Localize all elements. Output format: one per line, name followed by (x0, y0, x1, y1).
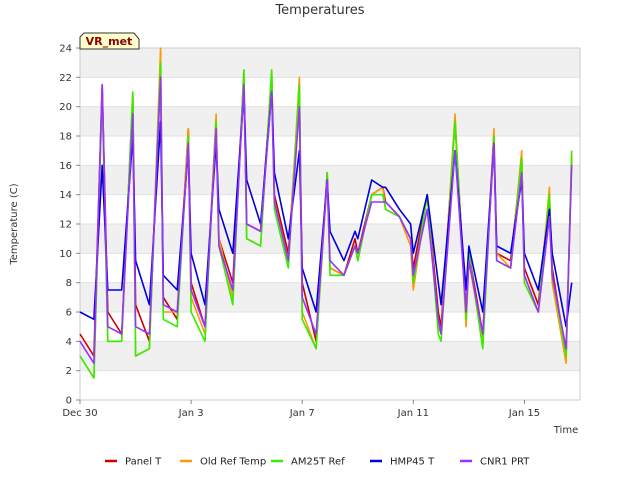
y-tick-label: 12 (59, 220, 72, 231)
x-axis-ticks: Dec 30 Jan 3 Jan 7 Jan 11 Jan 15 (62, 400, 540, 419)
y-tick-label: 6 (66, 308, 72, 319)
y-tick-label: 22 (59, 73, 72, 84)
legend: Panel T Old Ref Temp AM25T Ref HMP45 T CNR1 … (105, 457, 530, 468)
y-tick-label: 0 (66, 396, 72, 407)
badge-label: VR_met (86, 35, 133, 48)
x-axis-label: Time (553, 425, 578, 436)
y-tick-label: 4 (66, 337, 72, 348)
plot-band (80, 312, 580, 342)
x-tick-label: Jan 15 (508, 408, 540, 419)
plot-band (80, 136, 580, 166)
plot-band (80, 370, 580, 400)
series-line-cnr1-prt (79, 76, 573, 365)
y-tick-label: 16 (59, 161, 72, 172)
x-tick-label: Jan 11 (397, 408, 429, 419)
legend-label: CNR1 PRT (480, 457, 530, 468)
badge-box (79, 32, 140, 50)
plot-band (80, 106, 580, 136)
plot-band (80, 77, 580, 107)
y-tick-label: 14 (59, 190, 72, 201)
y-tick-label: 24 (59, 44, 72, 55)
legend-label: Panel T (125, 457, 162, 468)
plot-band (80, 341, 580, 371)
y-tick-label: 8 (66, 278, 72, 289)
plot-band (80, 282, 580, 312)
y-tick-label: 10 (59, 249, 72, 260)
plot-band (80, 165, 580, 195)
y-tick-label: 18 (59, 132, 72, 143)
y-tick-label: 20 (59, 102, 72, 113)
y-axis-label: Temperature (C) (9, 183, 20, 265)
chart-title: Temperatures (274, 3, 364, 18)
legend-label: Old Ref Temp (200, 457, 266, 468)
series-lines (79, 47, 573, 379)
plot-band (80, 48, 580, 78)
legend-label: HMP45 T (390, 457, 435, 468)
x-tick-label: Jan 7 (289, 408, 315, 419)
x-tick-label: Dec 30 (62, 408, 97, 419)
legend-label: AM25T Ref (291, 457, 345, 468)
x-tick-label: Jan 3 (178, 408, 204, 419)
y-tick-label: 2 (66, 366, 72, 377)
station-badge: VR_met (79, 32, 140, 50)
